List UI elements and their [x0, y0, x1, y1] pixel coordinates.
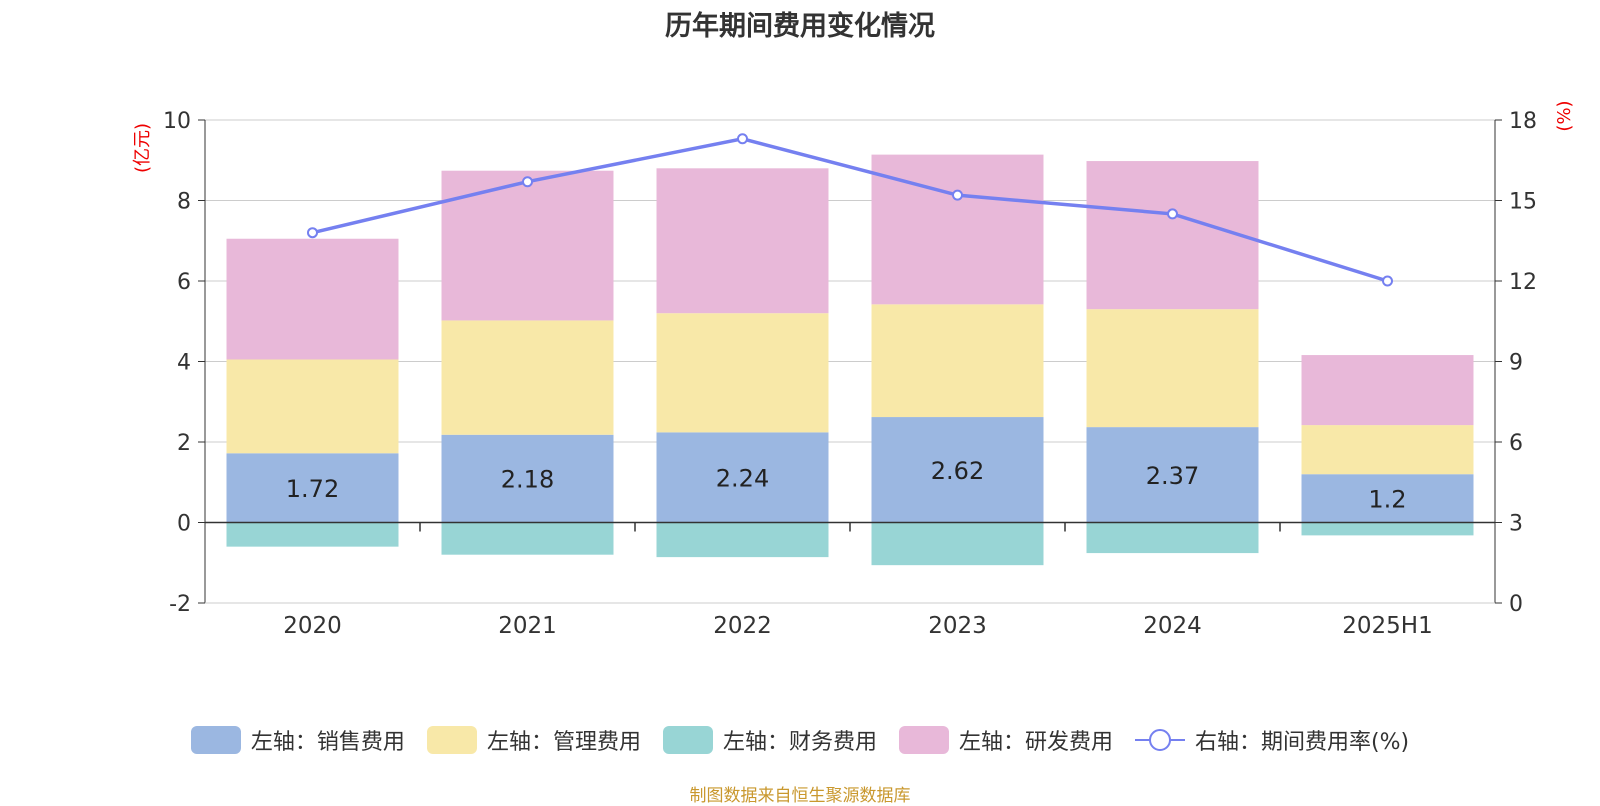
- bar-segment: [226, 359, 399, 454]
- bar-segment: [226, 238, 399, 360]
- bar-data-label: 2.62: [931, 457, 984, 485]
- rate-point: [737, 133, 748, 145]
- left-axis-tick-label: 0: [177, 512, 191, 537]
- bar-data-label: 2.18: [501, 466, 554, 494]
- data-source-note: 制图数据来自恒生聚源数据库: [689, 786, 911, 806]
- bar-segment: [1086, 427, 1259, 523]
- category-label: 2025H1: [1342, 613, 1432, 639]
- right-axis-tick-label: 12: [1509, 270, 1537, 295]
- left-axis-tick-label: 6: [177, 270, 191, 295]
- legend-label-rd: 左轴：研发费用: [958, 730, 1113, 755]
- bar-segment: [441, 170, 614, 321]
- bar-segment: [1301, 425, 1474, 475]
- legend-label-finance: 左轴：财务费用: [722, 730, 877, 755]
- bar-data-label: 2.24: [716, 464, 769, 492]
- bar-segment: [1086, 161, 1259, 310]
- bar-segment: [656, 432, 829, 523]
- bar-segment: [1301, 522, 1474, 536]
- bar-segment: [871, 304, 1044, 418]
- rate-point: [952, 189, 963, 201]
- legend-item-finance[interactable]: 左轴：财务费用: [662, 724, 877, 756]
- bar-segment: [441, 434, 614, 523]
- bar-segment: [226, 453, 399, 523]
- category-label: 2020: [283, 613, 342, 639]
- bar-segment: [226, 522, 399, 547]
- bar-data-label: 1.2: [1368, 485, 1406, 513]
- bar-data-label: 2.37: [1146, 462, 1199, 490]
- legend: 左轴：销售费用 左轴：管理费用 左轴：财务费用 左轴：研发费用 右轴：期间费用率…: [0, 720, 1600, 760]
- chart-title: 历年期间费用变化情况: [665, 11, 935, 42]
- bar-segment: [1086, 309, 1259, 428]
- rate-point: [1382, 275, 1393, 287]
- right-axis-tick-label: 9: [1509, 351, 1523, 376]
- bar-segment: [441, 522, 614, 555]
- category-label: 2022: [713, 613, 772, 639]
- category-label: 2021: [498, 613, 557, 639]
- right-axis-tick-label: 15: [1509, 190, 1537, 215]
- left-axis-unit-label: (亿元): [132, 123, 153, 173]
- left-axis-tick-label: -2: [169, 592, 191, 617]
- bar-segment: [441, 320, 614, 435]
- legend-item-sales[interactable]: 左轴：销售费用: [190, 724, 405, 756]
- legend-swatch-rd: [898, 726, 949, 754]
- legend-item-rd[interactable]: 左轴：研发费用: [898, 724, 1113, 756]
- legend-item-admin[interactable]: 左轴：管理费用: [426, 724, 641, 756]
- bar-segment: [656, 522, 829, 558]
- legend-label-sales: 左轴：销售费用: [250, 730, 405, 755]
- left-axis-tick-label: 8: [177, 190, 191, 215]
- bar-segment: [871, 522, 1044, 566]
- left-axis-tick-label: 4: [177, 351, 191, 376]
- legend-swatch-rate: [1134, 726, 1185, 754]
- right-axis-tick-label: 3: [1509, 512, 1523, 537]
- rate-point: [522, 176, 533, 188]
- rate-point: [307, 227, 318, 239]
- legend-label-rate: 右轴：期间费用率(%): [1194, 730, 1410, 755]
- left-axis-tick-label: 2: [177, 431, 191, 456]
- right-axis-tick-label: 18: [1509, 109, 1537, 134]
- right-axis-unit-label: (%): [1554, 100, 1575, 131]
- category-label: 2024: [1143, 613, 1202, 639]
- bar-segment: [1301, 355, 1474, 426]
- bar-segment: [1086, 522, 1259, 554]
- bar-segment: [1301, 474, 1474, 523]
- legend-swatch-finance: [662, 726, 713, 754]
- bar-segment: [871, 417, 1044, 523]
- bar-segment: [656, 168, 829, 314]
- legend-label-admin: 左轴：管理费用: [486, 730, 641, 755]
- right-axis-tick-label: 0: [1509, 592, 1523, 617]
- bar-segment: [656, 313, 829, 433]
- rate-line: [312, 136, 1389, 283]
- right-axis-tick-label: 6: [1509, 431, 1523, 456]
- legend-swatch-admin: [426, 726, 477, 754]
- bar-data-label: 1.72: [286, 475, 339, 503]
- rate-point: [1167, 208, 1178, 220]
- legend-item-rate[interactable]: 右轴：期间费用率(%): [1134, 724, 1410, 756]
- bar-segment: [871, 154, 1044, 305]
- legend-swatch-sales: [190, 726, 241, 754]
- chart-svg: 10 8 6 4 2 0 -2 18 15 12 9 6 3 0 (亿元) (%) 1.72 2.18 2.24 2.…: [132, 100, 1575, 639]
- category-label: 2023: [928, 613, 987, 639]
- left-axis-tick-label: 10: [163, 109, 191, 134]
